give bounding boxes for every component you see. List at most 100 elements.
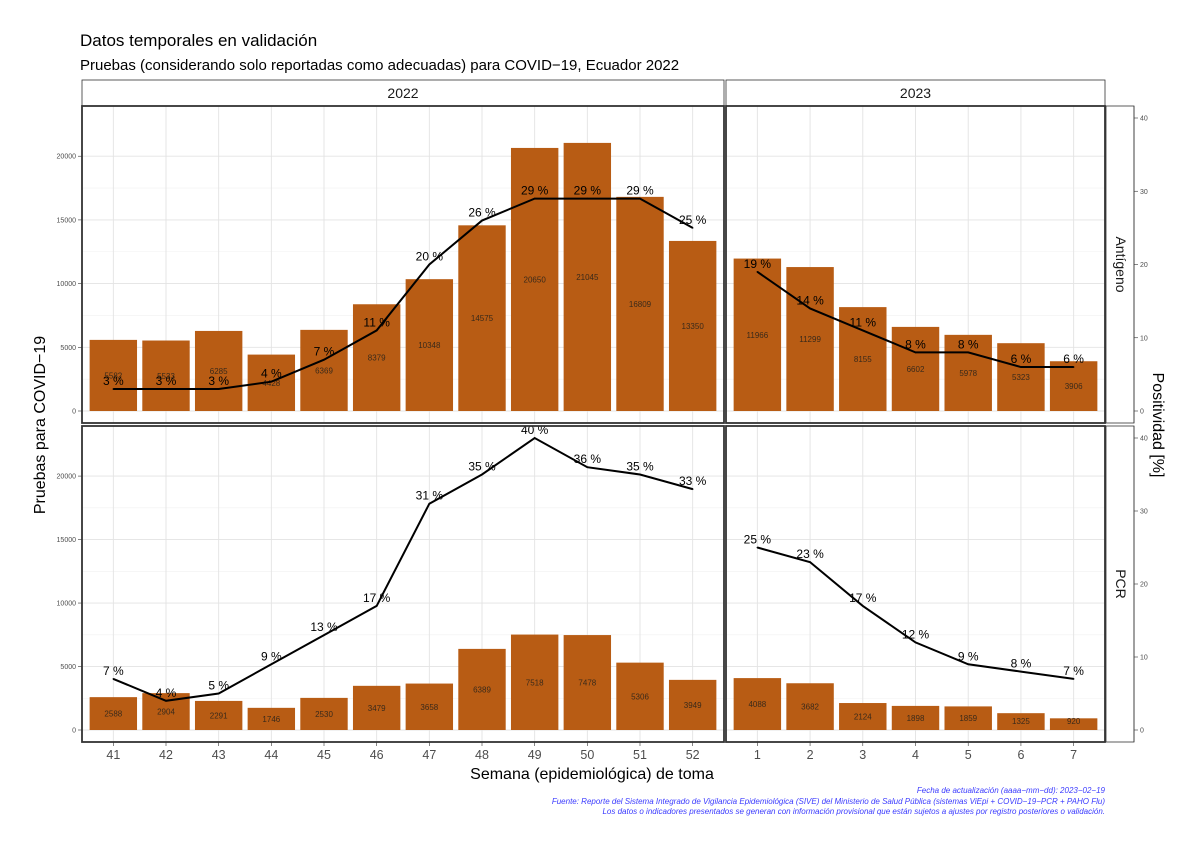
positivity-label: 7 % [314,345,335,359]
y-tick-label: 5000 [60,345,76,352]
facet-row-label: Antígeno [1113,236,1129,292]
bar-Antígeno-42 [142,340,190,411]
bar-PCR-48 [458,648,506,730]
bar-value-label: 10348 [418,341,441,350]
bar-value-label: 5323 [1012,373,1030,382]
positivity-label: 6 % [1011,352,1032,366]
positivity-label: 8 % [905,337,926,351]
positivity-point [756,546,759,549]
positivity-label: 35 % [468,460,496,474]
facet-strip-label: 2023 [900,85,931,101]
facet-strip-2023 [725,79,1106,107]
positivity-point [586,197,589,200]
y2-tick-label: 0 [1140,728,1144,735]
plot-area: 2022 2023Antígeno050001000015000200000102… [57,79,1148,762]
positivity-label: 4 % [261,367,282,381]
bar-PCR-6 [997,713,1045,730]
bar-value-label: 7478 [578,679,596,688]
bar-value-label: 20650 [524,275,547,284]
positivity-label: 20 % [416,250,444,264]
bar-Antígeno-52 [668,240,717,411]
positivity-point [1072,366,1075,368]
bar-value-label: 1898 [907,714,925,723]
bar-value-label: 7518 [526,678,544,687]
bar-value-label: 5978 [959,369,977,378]
bar-PCR-3 [839,703,887,730]
panel-border [81,105,725,424]
positivity-label: 6 % [1063,352,1084,366]
positivity-label: 26 % [468,206,496,220]
positivity-line [112,436,693,702]
bar-value-label: 5306 [631,692,649,701]
y2-tick-label: 20 [1140,582,1148,589]
y2-tick-label: 40 [1140,436,1148,443]
y-tick-label: 10000 [57,281,77,288]
bar-PCR-51 [616,662,664,730]
bar-PCR-43 [194,700,243,730]
y2-tick-label: 10 [1140,335,1148,342]
bar-value-label: 1325 [1012,717,1030,726]
positivity-point [809,561,811,563]
positivity-label: 12 % [902,627,930,641]
positivity-point [217,388,220,390]
y2-tick-label: 40 [1140,116,1148,123]
y-tick-label: 15000 [57,537,77,544]
x-tick-label: 1 [754,748,761,762]
positivity-point [1020,670,1022,673]
positivity-point [756,271,759,273]
bar-value-label: 2291 [210,711,228,720]
positivity-point [323,358,325,361]
bar-Antígeno-49 [510,147,559,411]
bar-value-label: 6389 [473,685,491,694]
x-tick-label: 50 [580,748,594,762]
bar-Antígeno-46 [352,304,401,411]
bar-value-label: 11299 [799,335,821,344]
positivity-label: 3 % [208,374,229,388]
chart-title: Datos temporales en validación [80,31,317,50]
positivity-point [533,197,536,200]
bar-Antígeno-43 [194,330,243,411]
bar-PCR-47 [405,683,454,730]
positivity-point [112,678,115,680]
bar-PCR-46 [352,685,401,730]
y-tick-label: 0 [72,728,76,735]
chart-subtitle: Pruebas (considerando solo reportadas co… [80,57,679,74]
positivity-label: 3 % [156,374,177,388]
x-tick-label: 51 [633,748,647,762]
bar-value-label: 1859 [959,714,977,723]
positivity-label: 3 % [103,374,124,388]
positivity-label: 23 % [796,547,824,561]
y2-axis-title: Positividad [%] [1149,373,1166,478]
bar-value-label: 2124 [854,713,872,722]
positivity-point [861,605,864,607]
bar-value-label: 6285 [210,367,228,376]
bar-Antígeno-48 [458,225,506,411]
bar-value-label: 3906 [1065,382,1083,391]
positivity-point [375,605,378,607]
bar-value-label: 6602 [907,365,925,374]
facet-strip-label: 2022 [387,85,418,101]
positivity-label: 14 % [796,293,824,307]
positivity-point [428,263,431,266]
positivity-point [1020,366,1022,368]
positivity-point [639,473,641,476]
positivity-label: 7 % [103,664,124,678]
positivity-label: 17 % [849,591,877,605]
positivity-label: 25 % [744,533,772,547]
x-tick-label: 48 [475,748,489,762]
x-tick-label: 43 [212,748,226,762]
positivity-point [481,473,483,476]
facet-strip-Antígeno [1105,105,1135,424]
positivity-point [533,437,536,439]
bar-value-label: 3949 [684,701,702,710]
x-tick-label: 45 [317,748,331,762]
positivity-label: 29 % [521,184,549,198]
x-tick-label: 46 [370,748,384,762]
bar-PCR-44 [247,707,296,730]
bar-PCR-2 [786,683,834,730]
bar-value-label: 14575 [471,314,494,323]
bar-value-label: 3682 [801,703,819,712]
x-tick-label: 5 [965,748,972,762]
x-tick-label: 52 [686,748,700,762]
